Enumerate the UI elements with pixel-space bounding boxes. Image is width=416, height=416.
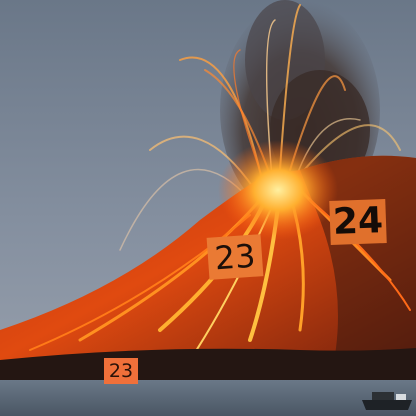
label-b: 23 — [206, 234, 264, 280]
sea — [0, 380, 416, 416]
vent-glow — [218, 140, 338, 240]
label-c: 23 — [104, 358, 138, 384]
boat-icon — [362, 392, 412, 410]
label-a: 24 — [329, 199, 387, 245]
